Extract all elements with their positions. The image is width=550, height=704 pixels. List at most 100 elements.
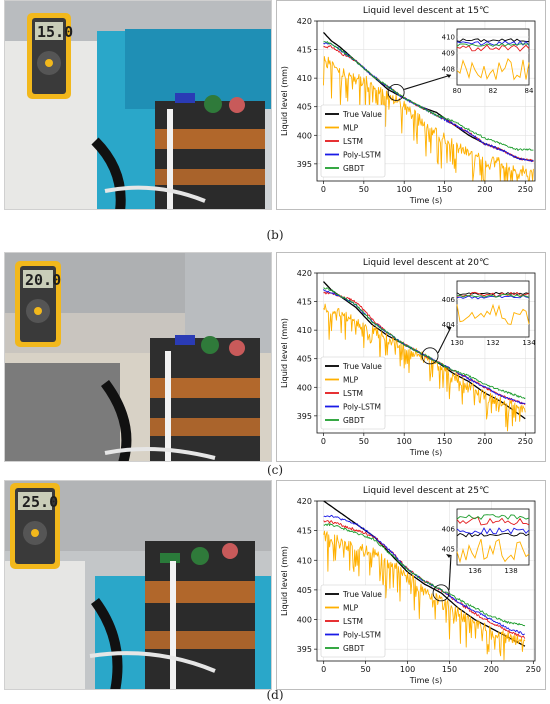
inset-y-tick-label: 406	[442, 296, 456, 304]
zoom-arrow-icon	[448, 554, 452, 590]
y-tick-label: 400	[297, 131, 312, 140]
inset-gbdt-line	[456, 294, 530, 298]
x-tick-label: 150	[442, 665, 457, 674]
plot-frame	[316, 500, 536, 662]
level-chart-svg: Liquid level descent at 15℃ 0 50 100 150 200 2…	[280, 6, 536, 205]
level-chart: Liquid level descent at 20℃ 0 50 100 150 200 2…	[276, 252, 546, 462]
level-chart-svg: Liquid level descent at 20℃ 0 50 100 150 200 2…	[280, 258, 536, 457]
y-tick-label: 395	[297, 160, 312, 169]
inset-y-tick-label: 405	[442, 546, 455, 554]
experiment-photo: 25.0	[4, 480, 272, 690]
x-tick-label: 0	[321, 665, 326, 674]
chart-title: Liquid level descent at 20℃	[363, 258, 489, 268]
inset-x-tick-label: 82	[489, 87, 498, 95]
gbdt-line	[323, 523, 526, 627]
legend-label: MLP	[343, 375, 359, 384]
x-axis-label: Time (s)	[409, 448, 443, 457]
y-tick-label: 415	[297, 298, 312, 307]
x-tick-label: 0	[321, 185, 326, 194]
inset-gbdt-line	[456, 43, 530, 47]
y-tick-label: 395	[297, 645, 312, 654]
mlp-line	[323, 303, 526, 432]
x-tick-label: 100	[397, 437, 412, 446]
y-tick-label: 420	[297, 269, 312, 278]
legend-box	[320, 584, 386, 658]
inset-y-tick-label: 404	[442, 321, 456, 329]
legend-label: Poly-LSTM	[343, 630, 381, 639]
lstm-line	[323, 520, 526, 639]
arrow-head-icon	[446, 74, 451, 78]
x-tick-label: 100	[400, 665, 415, 674]
x-tick-label: 50	[359, 437, 369, 446]
chart-title: Liquid level descent at 25℃	[363, 486, 489, 496]
legend-label: MLP	[343, 123, 359, 132]
y-tick-label: 415	[297, 46, 312, 55]
photo-illustration: 15.0	[5, 1, 271, 209]
level-chart-svg: Liquid level descent at 25℃ 0 50 100 150 200 2…	[280, 486, 541, 685]
inset-x-tick-label: 80	[453, 87, 462, 95]
poly-lstm-line	[323, 514, 526, 636]
inset-mlp-line	[456, 303, 530, 325]
inset-frame	[456, 28, 530, 86]
x-tick-label: 0	[321, 437, 326, 446]
inset-y-tick-label: 409	[442, 50, 455, 58]
inset-mlp-line	[456, 58, 530, 81]
legend-label: Poly-LSTM	[343, 150, 381, 159]
y-tick-label: 420	[297, 497, 312, 506]
inset-x-tick-label: 138	[504, 567, 517, 575]
gbdt-line	[323, 287, 526, 400]
meter-reading: 20.0	[25, 271, 61, 289]
zoom-circle	[421, 347, 439, 365]
inset-frame	[456, 280, 530, 338]
legend-label: GBDT	[343, 644, 365, 653]
plot-frame	[316, 272, 536, 434]
level-chart: Liquid level descent at 25℃ 0 50 100 150 200 2…	[276, 480, 546, 690]
inset-x-tick-label: 130	[450, 339, 463, 347]
panel-caption: (b)	[266, 228, 284, 242]
legend-label: MLP	[343, 603, 359, 612]
y-tick-label: 410	[297, 326, 312, 335]
inset-poly-lstm-line	[456, 527, 530, 535]
legend-label: Poly-LSTM	[343, 402, 381, 411]
x-tick-label: 250	[518, 437, 533, 446]
inset-lstm-line	[456, 291, 530, 298]
x-tick-label: 200	[477, 185, 492, 194]
inset-y-tick-label: 406	[442, 526, 456, 534]
true-value-line	[323, 500, 526, 647]
x-tick-label: 100	[397, 185, 412, 194]
inset-x-tick-label: 134	[522, 339, 536, 347]
inset-x-tick-label: 132	[486, 339, 499, 347]
y-tick-label: 405	[297, 355, 312, 364]
inset-true-value-line	[456, 291, 530, 296]
meter-reading: 15.0	[37, 23, 73, 41]
gbdt-line	[323, 41, 534, 151]
y-tick-label: 420	[297, 17, 312, 26]
legend-label: True Value	[342, 362, 382, 371]
panel-caption: (c)	[266, 463, 284, 477]
inset-y-tick-label: 410	[442, 34, 455, 42]
x-tick-label: 150	[437, 437, 452, 446]
arrow-head-icon	[446, 326, 451, 330]
legend-label: True Value	[342, 110, 382, 119]
zoom-arrow-icon	[437, 326, 452, 354]
zoom-arrow-icon	[403, 74, 452, 90]
x-tick-label: 50	[359, 185, 369, 194]
y-axis-label: Liquid level (mm)	[280, 318, 289, 388]
meter-reading: 25.0	[22, 493, 58, 511]
x-axis-label: Time (s)	[409, 676, 443, 685]
inset-true-value-line	[456, 38, 530, 43]
photo-illustration: 25.0	[5, 481, 271, 689]
x-tick-label: 250	[526, 665, 541, 674]
x-tick-label: 50	[361, 665, 371, 674]
plot-frame	[316, 20, 536, 182]
inset-lstm-line	[456, 516, 530, 526]
legend-box	[320, 104, 386, 178]
inset-x-tick-label: 136	[468, 567, 482, 575]
legend-box	[320, 356, 386, 430]
x-axis-label: Time (s)	[409, 196, 443, 205]
y-tick-label: 405	[297, 586, 312, 595]
panel-caption: (d)	[266, 688, 284, 702]
x-tick-label: 200	[484, 665, 499, 674]
zoom-circle	[432, 584, 450, 602]
level-chart: Liquid level descent at 15℃ 0 50 100 150 200 2…	[276, 0, 546, 210]
